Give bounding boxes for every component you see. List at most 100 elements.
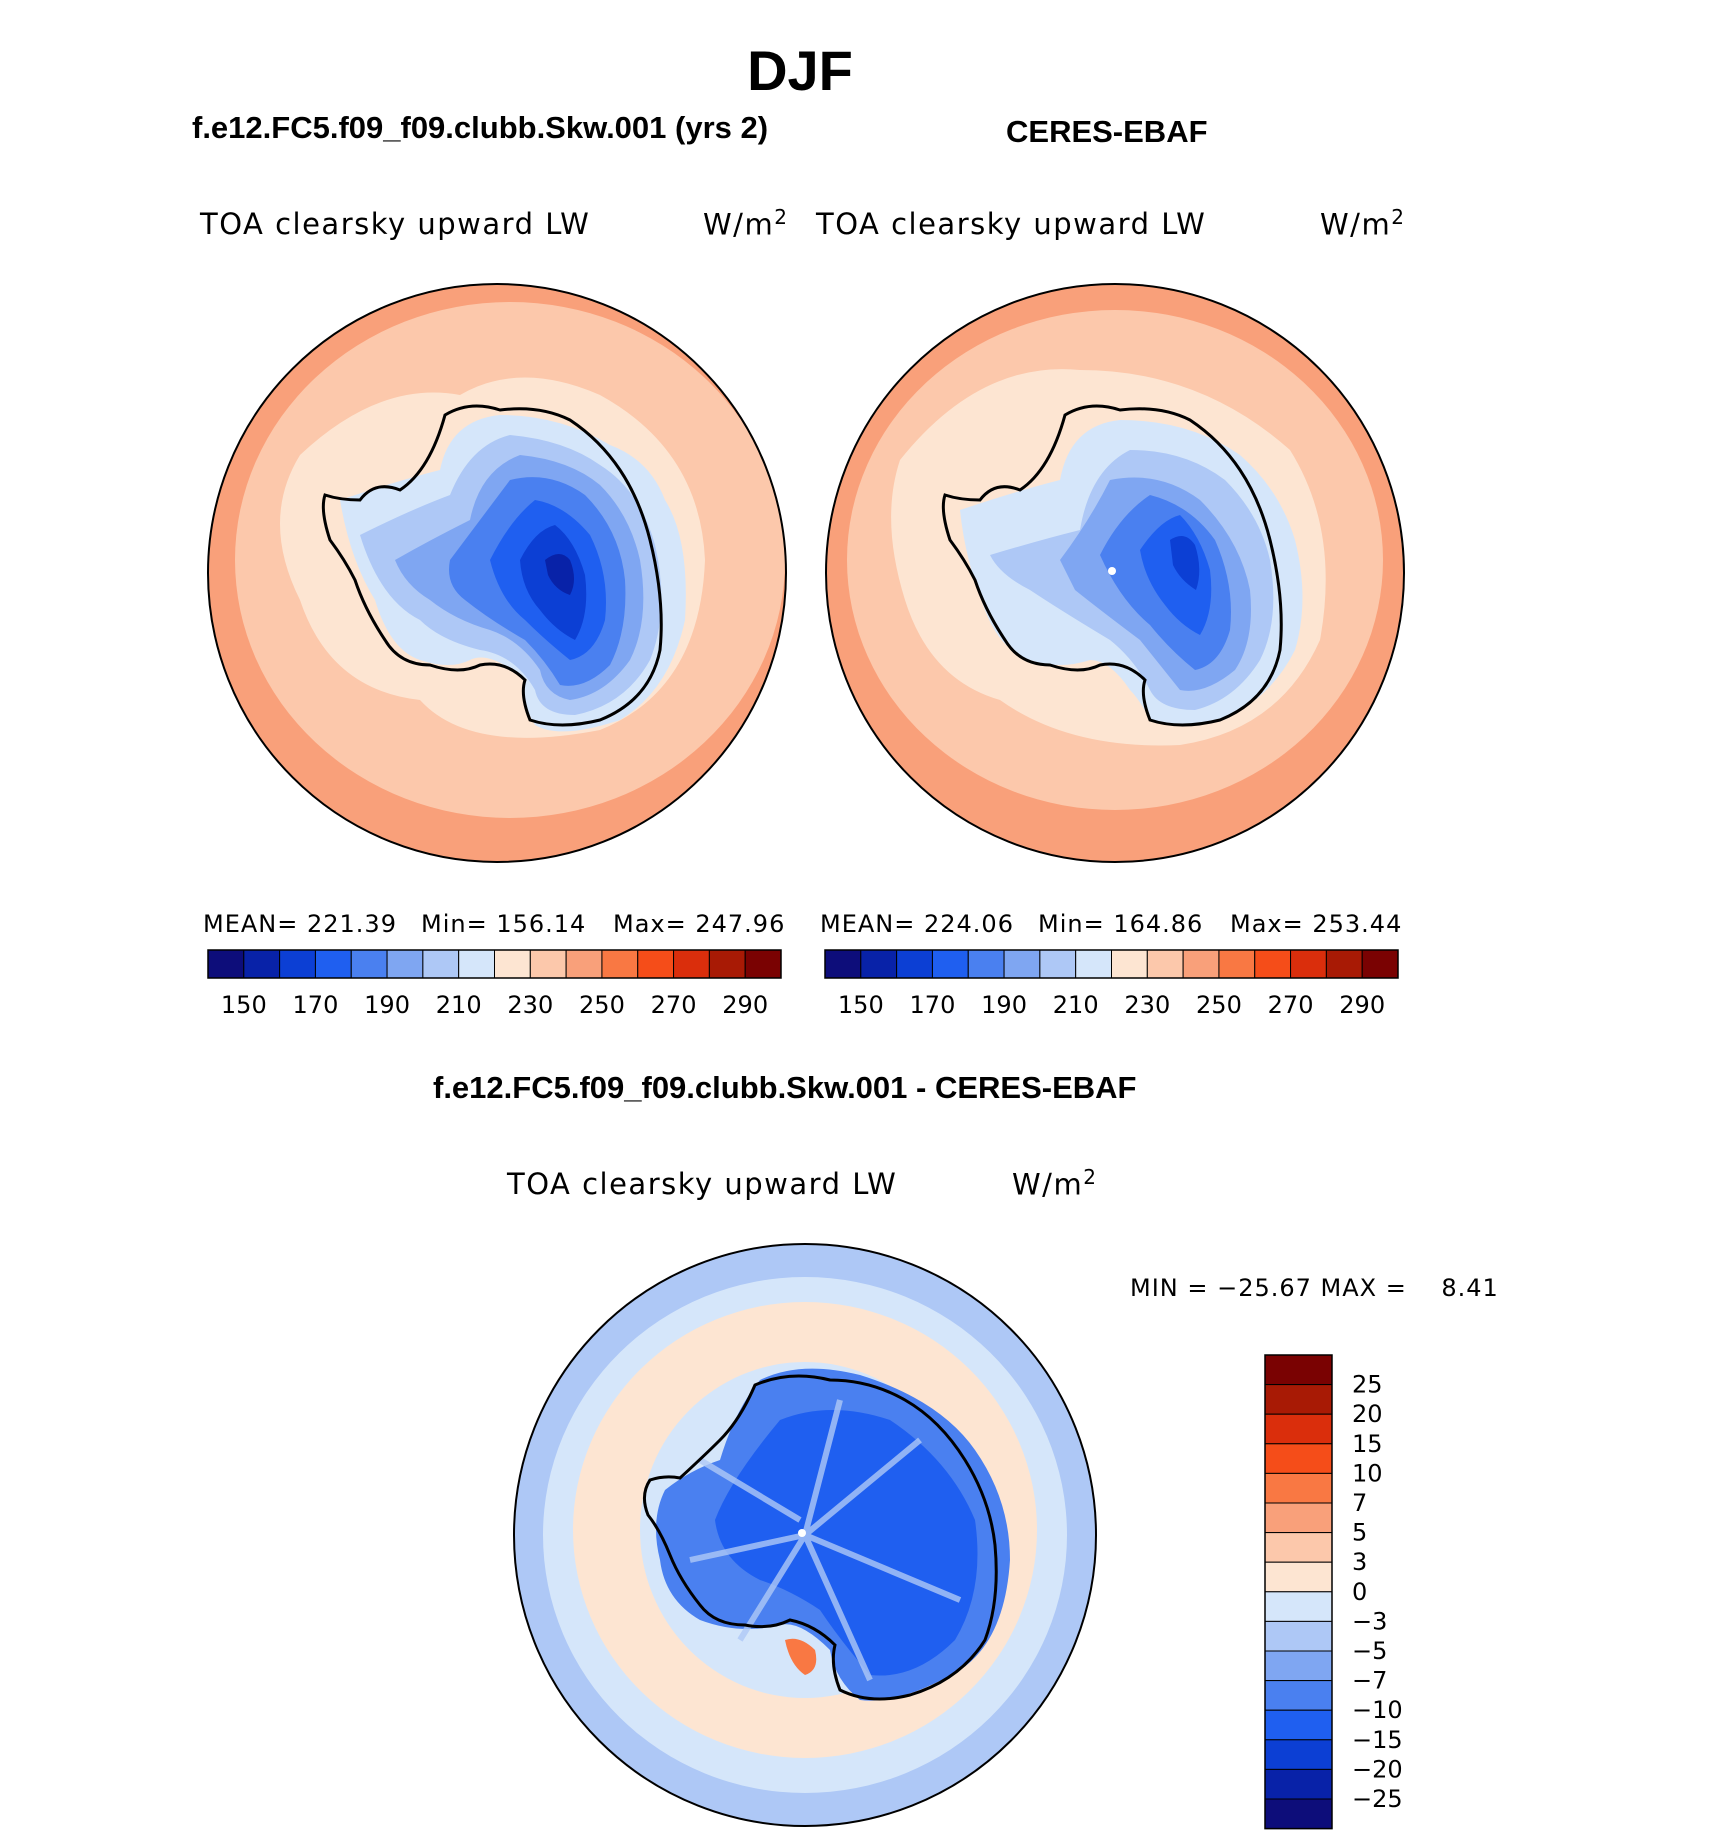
diff-units-exponent: 2 [1083,1165,1098,1189]
colorbar-swatch [1264,1502,1333,1534]
colorbar-tick-label: 170 [910,991,956,1019]
diff-variable-title: TOA clearsky upward LW [507,1167,898,1201]
figure-title: DJF [747,39,853,102]
colorbar-tick-label: 190 [981,991,1027,1019]
colorbar-swatch [1264,1709,1333,1741]
diff-map-positive-patch [785,1638,817,1675]
colorbar-tick-label: 230 [1124,991,1170,1019]
diff-map-pole-point [798,1529,806,1537]
obs-units: W/m2 [1320,205,1405,242]
obs-variable-title: TOA clearsky upward LW [816,207,1207,241]
colorbar-swatch [931,949,969,979]
colorbar-tick-label: 5 [1352,1519,1367,1547]
colorbar-tick-label: 210 [1053,991,1099,1019]
obs-units-text: W/m [1320,207,1392,242]
colorbar-tick-label: −7 [1352,1667,1387,1695]
diff-map-ice-inner-2 [715,1410,978,1676]
diff-map-border [513,1243,1097,1827]
diff-units-text: W/m [1012,1167,1084,1202]
colorbar-tick-label: 0 [1352,1578,1367,1606]
colorbar-swatch [1075,949,1112,979]
model-variable-title: TOA clearsky upward LW [200,207,591,241]
colorbar-swatch [1264,1384,1333,1415]
colorbar-swatch [386,949,424,979]
colorbar-swatch [1146,949,1184,979]
colorbar-swatch [1290,949,1327,979]
colorbar-tick-label: 10 [1352,1459,1383,1487]
obs-map-pole-point [1108,567,1116,575]
colorbar-swatch [458,949,495,979]
colorbar-tick-label: 170 [293,991,339,1019]
diff-case-title: f.e12.FC5.f09_f09.clubb.Skw.001 - CERES-… [433,1070,1137,1105]
colorbar-swatch [637,949,675,979]
colorbar-swatch [601,949,639,979]
colorbar-tick-label: −3 [1352,1607,1387,1635]
colorbar-swatch [1264,1680,1333,1711]
colorbar-swatch [967,949,1005,979]
colorbar-frame [1264,1354,1333,1830]
obs-map-border [825,283,1405,863]
colorbar-tick-label: 3 [1352,1548,1367,1576]
colorbar-swatch [1264,1798,1333,1830]
colorbar-swatch [1039,949,1077,979]
colorbar-tick-label: 290 [1339,991,1385,1019]
colorbar-swatch [896,949,933,979]
colorbar-tick-label: 250 [579,991,625,1019]
colorbar-tick-label: 210 [436,991,482,1019]
colorbar-swatch [1264,1620,1333,1652]
colorbar-swatch [1264,1354,1333,1386]
colorbar-swatch [1264,1532,1333,1563]
colorbar-swatch [1361,949,1399,979]
colorbar-swatch [860,949,898,979]
colorbar-tick-label: 230 [507,991,553,1019]
obs-colorbar: 150 170 190 210 230 250 270 290 [824,949,1399,1019]
model-map-coastline [321,404,663,727]
colorbar-swatch [1264,1591,1333,1622]
colorbar-swatch [1264,1443,1333,1474]
colorbar-swatch [565,949,603,979]
colorbar-swatch [279,949,316,979]
obs-map-ice-core [1170,536,1200,590]
colorbar-tick-label: −25 [1352,1785,1403,1813]
colorbar-tick-label: −5 [1352,1637,1387,1665]
colorbar-swatch [1264,1768,1333,1800]
colorbar-swatch [314,949,352,979]
model-min: Min= 156.14 [421,910,587,938]
model-units-exponent: 2 [774,205,789,229]
colorbar-swatch [1254,949,1292,979]
obs-map [825,283,1405,863]
colorbar-tick-label: 7 [1352,1489,1367,1517]
colorbar-swatch [350,949,388,979]
colorbar-tick-label: 250 [1196,991,1242,1019]
colorbar-swatch [744,949,782,979]
colorbar-swatch [1003,949,1041,979]
colorbar-swatch [1218,949,1256,979]
colorbar-tick-label: −10 [1352,1696,1403,1724]
colorbar-swatch [1264,1739,1333,1770]
obs-max: Max= 253.44 [1230,910,1403,938]
colorbar-swatch [673,949,710,979]
model-units: W/m2 [703,205,788,242]
model-max: Max= 247.96 [613,910,786,938]
colorbar-tick-label: 150 [221,991,267,1019]
colorbar-tick-label: 150 [838,991,884,1019]
colorbar-tick-label: 25 [1352,1371,1383,1399]
diff-map-streaks [689,1399,962,1682]
colorbar-tick-label: 20 [1352,1400,1383,1428]
colorbar-tick-label: −15 [1352,1726,1403,1754]
colorbar-swatch [1264,1650,1333,1682]
model-map-border [207,283,787,863]
colorbar-tick-label: 290 [722,991,768,1019]
colorbar-swatch [1264,1413,1333,1445]
colorbar-tick-label: −20 [1352,1755,1403,1783]
model-case-title: f.e12.FC5.f09_f09.clubb.Skw.001 (yrs 2) [192,110,769,145]
obs-map-coastline [941,404,1283,727]
obs-mean: MEAN= 224.06 [820,910,1014,938]
colorbar-swatch [422,949,460,979]
colorbar-swatch [243,949,281,979]
model-map-ice-min [545,554,574,595]
colorbar-swatch [207,949,245,979]
colorbar-frame [824,949,1399,979]
